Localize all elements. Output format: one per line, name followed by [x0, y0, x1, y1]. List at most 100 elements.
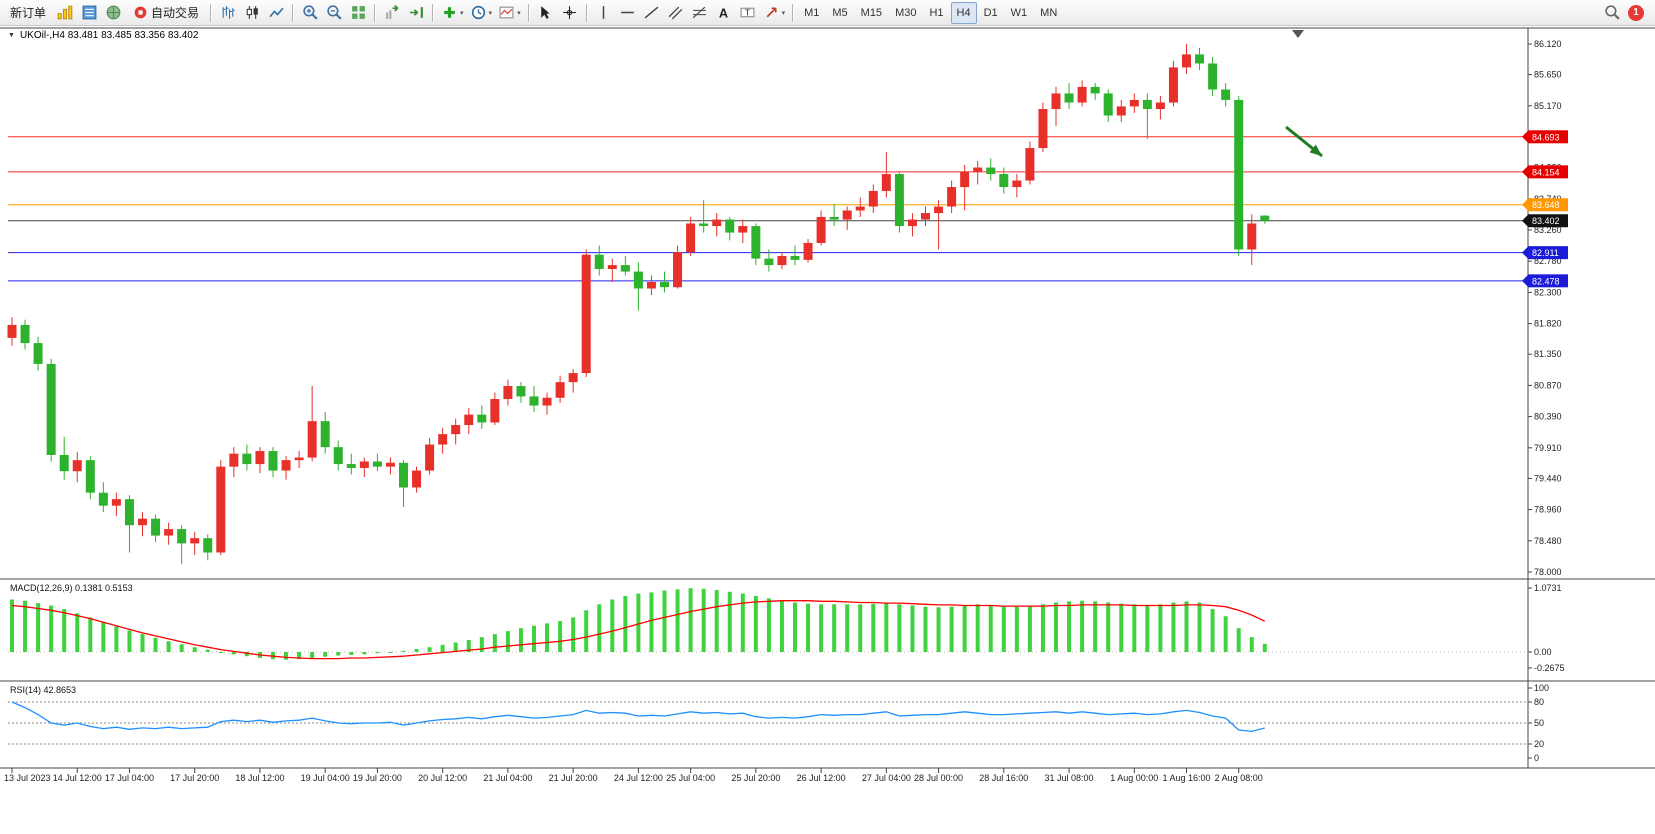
time-axis[interactable]: 13 Jul 2023 14 Jul 12:00 17 Jul 04:00 17 Ju…	[4, 768, 1263, 783]
svg-text:MACD(12,26,9) 0.1381 0.5153: MACD(12,26,9) 0.1381 0.5153	[10, 583, 133, 593]
timeframe-w1-button[interactable]: W1	[1005, 2, 1034, 24]
timeframe-m15-button[interactable]: M15	[855, 2, 888, 24]
svg-text:81.350: 81.350	[1534, 349, 1562, 359]
svg-text:21 Jul 04:00: 21 Jul 04:00	[483, 773, 532, 783]
toolbar-separator	[585, 3, 588, 22]
periods-button[interactable]: ▾	[467, 2, 496, 24]
channel-icon	[667, 4, 684, 21]
fibonacci-icon	[691, 4, 708, 21]
chart-shift-marker-icon	[1292, 30, 1304, 38]
autotrade-icon	[132, 4, 149, 21]
arrow-shape-icon	[763, 4, 780, 21]
templates-button[interactable]: ▾	[495, 2, 524, 24]
auto-scroll-button[interactable]	[380, 2, 404, 24]
chart-header: ▼ UKOil-,H4 83.481 83.485 83.356 83.402	[8, 30, 198, 41]
indicators-button[interactable]: ▾	[438, 2, 467, 24]
new-order-label: 新订单	[10, 6, 47, 20]
svg-text:85.170: 85.170	[1534, 101, 1562, 111]
svg-text:82.300: 82.300	[1534, 287, 1562, 297]
navigator-button[interactable]	[101, 2, 125, 24]
svg-text:83.260: 83.260	[1534, 225, 1562, 235]
svg-text:80: 80	[1534, 697, 1544, 707]
zoom-out-button[interactable]	[322, 2, 346, 24]
autotrade-button[interactable]: 自动交易	[125, 2, 206, 24]
timeframe-m1-button[interactable]: M1	[798, 2, 825, 24]
text-label-icon: T	[739, 4, 756, 21]
svg-text:A: A	[719, 5, 728, 20]
timeframe-m30-button[interactable]: M30	[889, 2, 922, 24]
search-button[interactable]	[1600, 2, 1624, 24]
main-toolbar: 新订单 自动交易 ▾ ▾	[0, 0, 1655, 26]
clock-icon	[470, 4, 487, 21]
svg-text:80.870: 80.870	[1534, 380, 1562, 390]
cursor-icon	[537, 4, 554, 21]
cursor-button[interactable]	[534, 2, 558, 24]
svg-text:RSI(14) 42.8653: RSI(14) 42.8653	[10, 685, 76, 695]
svg-text:26 Jul 12:00: 26 Jul 12:00	[797, 773, 846, 783]
data-window-button[interactable]	[77, 2, 101, 24]
timeframe-m5-button[interactable]: M5	[826, 2, 853, 24]
svg-text:83.402: 83.402	[1532, 216, 1560, 226]
trendline-icon	[643, 4, 660, 21]
dropdown-caret-icon: ▾	[460, 9, 464, 17]
new-order-button[interactable]: 新订单	[3, 2, 53, 24]
crosshair-button[interactable]	[558, 2, 582, 24]
fibonacci-tool-button[interactable]	[688, 2, 712, 24]
horizontal-line-tool-button[interactable]	[616, 2, 640, 24]
svg-text:28 Jul 00:00: 28 Jul 00:00	[914, 773, 963, 783]
market-watch-button[interactable]	[53, 2, 77, 24]
text-icon: A	[715, 4, 732, 21]
svg-text:27 Jul 04:00: 27 Jul 04:00	[862, 773, 911, 783]
trendline-tool-button[interactable]	[640, 2, 664, 24]
svg-text:0.00: 0.00	[1534, 647, 1552, 657]
candlestick-chart-button[interactable]	[240, 2, 264, 24]
svg-text:-0.2675: -0.2675	[1534, 663, 1565, 673]
one-click-trading-arrow-icon[interactable]: ▼	[8, 32, 15, 39]
arrows-tool-button[interactable]: ▾	[760, 2, 789, 24]
svg-text:80.390: 80.390	[1534, 412, 1562, 422]
svg-text:20: 20	[1534, 739, 1544, 749]
rsi-panel: RSI(14) 42.8653 100 80 50 20 0	[8, 683, 1549, 763]
notification-badge[interactable]: 1	[1628, 4, 1644, 21]
line-chart-icon	[268, 4, 285, 21]
timeframe-d1-button[interactable]: D1	[978, 2, 1004, 24]
tile-windows-icon	[350, 4, 367, 21]
svg-text:1.0731: 1.0731	[1534, 583, 1562, 593]
svg-text:1 Aug 16:00: 1 Aug 16:00	[1162, 773, 1210, 783]
tile-windows-button[interactable]	[346, 2, 370, 24]
horizontal-level-lines[interactable]	[8, 136, 1528, 282]
zoom-in-button[interactable]	[298, 2, 322, 24]
vertical-line-tool-button[interactable]	[592, 2, 616, 24]
timeframe-mn-button[interactable]: MN	[1034, 2, 1063, 24]
toolbar-separator	[527, 3, 530, 22]
svg-text:31 Jul 08:00: 31 Jul 08:00	[1045, 773, 1094, 783]
toolbar-separator	[432, 3, 435, 22]
text-label-tool-button[interactable]: T	[736, 2, 760, 24]
text-tool-button[interactable]: A	[712, 2, 736, 24]
toolbar-separator	[792, 3, 795, 22]
template-chart-icon	[498, 4, 515, 21]
svg-text:86.120: 86.120	[1534, 39, 1562, 49]
bar-chart-button[interactable]	[216, 2, 240, 24]
channel-tool-button[interactable]	[664, 2, 688, 24]
zoom-in-icon	[302, 4, 319, 21]
svg-text:79.440: 79.440	[1534, 473, 1562, 483]
svg-text:17 Jul 20:00: 17 Jul 20:00	[170, 773, 219, 783]
svg-text:82.780: 82.780	[1534, 256, 1562, 266]
svg-text:19 Jul 20:00: 19 Jul 20:00	[353, 773, 402, 783]
crosshair-icon	[561, 4, 578, 21]
svg-text:84.693: 84.693	[1532, 132, 1560, 142]
svg-text:81.820: 81.820	[1534, 319, 1562, 329]
svg-text:83.648: 83.648	[1532, 200, 1560, 210]
line-chart-button[interactable]	[264, 2, 288, 24]
svg-text:84.154: 84.154	[1532, 167, 1560, 177]
svg-text:1 Aug 00:00: 1 Aug 00:00	[1110, 773, 1158, 783]
bar-chart-icon	[220, 4, 237, 21]
timeframe-h4-button[interactable]: H4	[950, 1, 977, 24]
panel-borders	[0, 27, 1655, 769]
timeframe-h1-button[interactable]: H1	[923, 2, 949, 24]
chart-shift-button[interactable]	[404, 2, 428, 24]
svg-text:100: 100	[1534, 683, 1549, 693]
price-axis[interactable]: 86.12085.65085.17084.69084.22083.74083.2…	[1522, 39, 1568, 577]
